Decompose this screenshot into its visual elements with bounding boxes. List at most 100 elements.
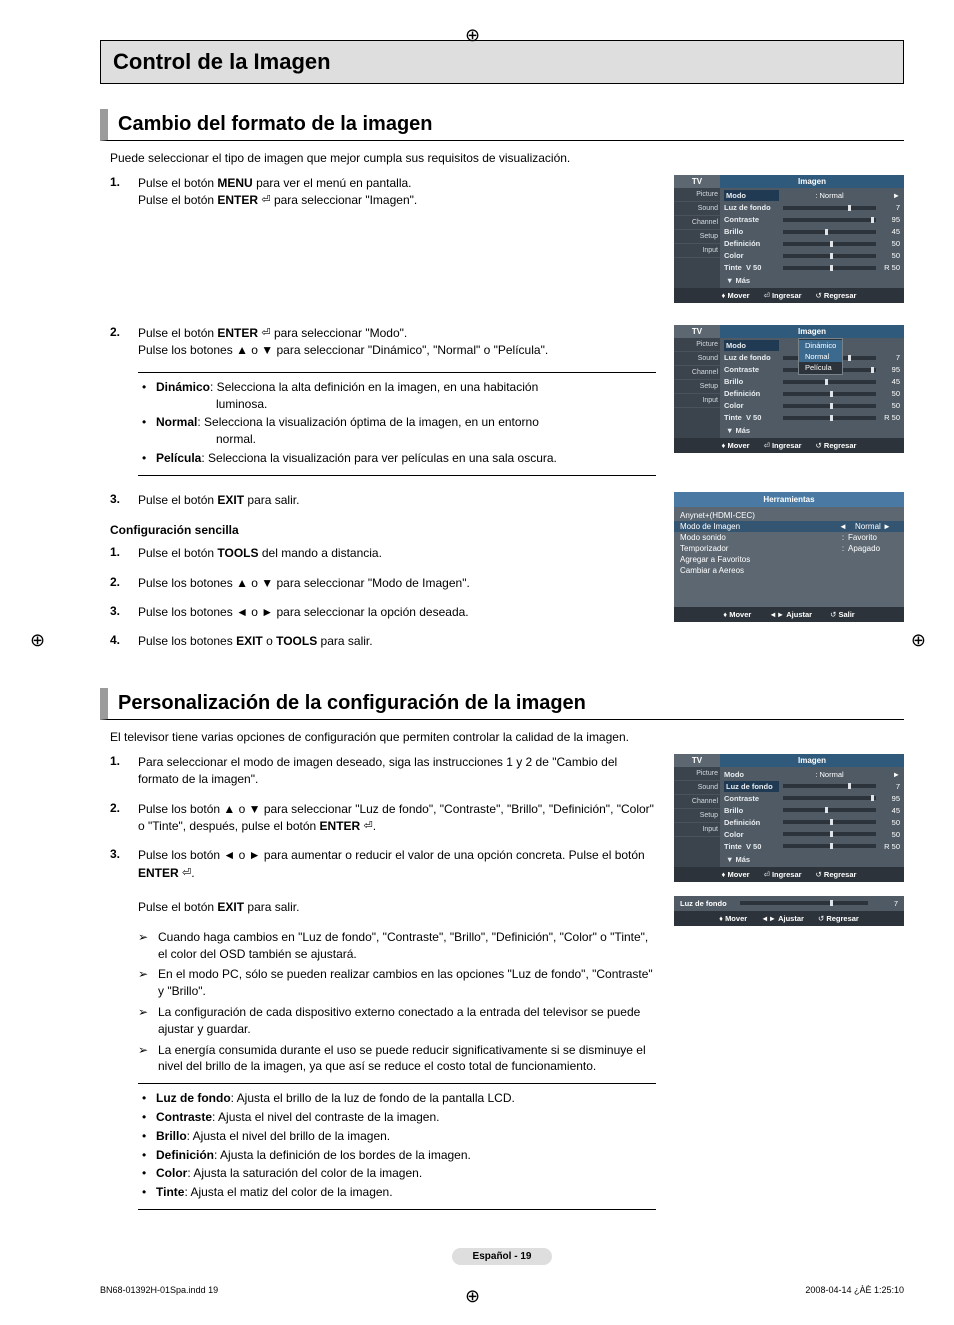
- enter-icon: [261, 326, 270, 340]
- step-number: 1.: [110, 754, 128, 789]
- sidebar-item: Setup: [674, 230, 720, 244]
- osd-slider: [783, 230, 876, 234]
- osd-row-contraste: Contraste: [724, 215, 779, 224]
- sidebar-item: Channel: [674, 216, 720, 230]
- parameter-definitions-box: •Luz de fondo: Ajusta el brillo de la lu…: [138, 1083, 656, 1210]
- dropdown-item: Película: [799, 362, 842, 373]
- note: ➢La configuración de cada dispositivo ex…: [138, 1004, 656, 1038]
- main-title-bar: Control de la Imagen: [100, 40, 904, 84]
- sidebar-item: Channel: [674, 795, 720, 809]
- osd-num: 7: [880, 782, 900, 791]
- osd-slider: [783, 808, 876, 812]
- easy-config-heading: Configuración sencilla: [110, 523, 656, 537]
- step-body: Para seleccionar el modo de imagen desea…: [138, 754, 656, 789]
- note: ➢En el modo PC, sólo se pueden realizar …: [138, 966, 656, 1000]
- osd-slider: [783, 254, 876, 258]
- osd-slider: [783, 242, 876, 246]
- osd-num: 95: [880, 365, 900, 374]
- osd-row-tinte: Tinte V 50: [724, 842, 779, 851]
- step-body: Pulse los botones EXIT o TOOLS para sali…: [138, 633, 656, 650]
- osd-title: Imagen: [720, 175, 904, 188]
- osd-row-contraste: Contraste: [724, 365, 779, 374]
- osd-row-color: Color: [724, 401, 779, 410]
- osd-tools: Herramientas Anynet+(HDMI-CEC) Modo de I…: [674, 492, 904, 622]
- osd-num: 50: [880, 401, 900, 410]
- osd-slider: [783, 820, 876, 824]
- osd-footer: ♦ Mover ⏎ Ingresar ↺ Regresar: [674, 438, 904, 453]
- osd-sidebar: Picture Sound Channel Setup Input: [674, 188, 720, 288]
- osd-num: 95: [880, 794, 900, 803]
- sidebar-item: Input: [674, 394, 720, 408]
- osd-slider: [783, 206, 876, 210]
- osd-num: 50: [880, 239, 900, 248]
- enter-icon: [261, 193, 270, 207]
- osd-row-definicion: Definición: [724, 389, 779, 398]
- osd-value: : Normal: [779, 770, 880, 779]
- osd-row-color: Color: [724, 830, 779, 839]
- registration-mark-icon: ⊕: [30, 630, 45, 651]
- osd-row-tinte: Tinte V 50: [724, 413, 779, 422]
- osd-row-modo: Modo: [724, 770, 779, 779]
- osd-row-color: Color: [724, 251, 779, 260]
- tools-row: Anynet+(HDMI-CEC): [680, 510, 898, 521]
- step-body: Pulse el botón ENTER para seleccionar "M…: [138, 325, 656, 360]
- osd-footer: ♦ Mover ◄► Ajustar ↺ Regresar: [674, 911, 904, 926]
- note: ➢Cuando haga cambios en "Luz de fondo", …: [138, 929, 656, 963]
- step-body: Pulse el botón MENU para ver el menú en …: [138, 175, 656, 210]
- osd-slider-luz: Luz de fondo 7 ♦ Mover ◄► Ajustar ↺ Regr…: [674, 896, 904, 926]
- osd-num: 45: [880, 806, 900, 815]
- main-title: Control de la Imagen: [113, 49, 891, 75]
- sidebar-item: Input: [674, 244, 720, 258]
- registration-mark-icon: ⊕: [911, 630, 926, 651]
- sidebar-item: Sound: [674, 202, 720, 216]
- osd-row-modo: Modo: [724, 340, 779, 351]
- osd-slider: [783, 832, 876, 836]
- osd-mode-dropdown: Dinámico Normal Película: [798, 338, 843, 375]
- osd-slider: [783, 392, 876, 396]
- tools-row-selected: Modo de Imagen◄Normal ►: [674, 521, 904, 532]
- osd-num: 7: [878, 899, 898, 908]
- osd-slider: [783, 380, 876, 384]
- osd-num: 45: [880, 377, 900, 386]
- osd-slider: [783, 266, 876, 270]
- tools-row: Agregar a Favoritos: [680, 554, 898, 565]
- osd-row-definicion: Definición: [724, 239, 779, 248]
- step-body: Pulse los botón ▲ o ▼ para seleccionar "…: [138, 801, 656, 836]
- step-number: 3.: [110, 847, 128, 917]
- osd-num: 95: [880, 215, 900, 224]
- osd-tv-label: TV: [674, 754, 720, 767]
- step-body: Pulse los botones ◄ o ► para seleccionar…: [138, 604, 656, 621]
- step-body: Pulse los botones ▲ o ▼ para seleccionar…: [138, 575, 656, 592]
- osd-row-luz: Luz de fondo: [724, 203, 779, 212]
- sidebar-item: Channel: [674, 366, 720, 380]
- osd-sidebar: Picture Sound Channel Setup Input: [674, 767, 720, 867]
- osd-num: 50: [880, 251, 900, 260]
- tools-row: Temporizador:Apagado: [680, 543, 898, 554]
- osd-title: Imagen: [720, 325, 904, 338]
- dropdown-item: Dinámico: [799, 340, 842, 351]
- osd-footer: ♦ Mover ⏎ Ingresar ↺ Regresar: [674, 867, 904, 882]
- footer-right: 2008-04-14 ¿ÀÈ 1:25:10: [805, 1285, 904, 1295]
- step-body: Pulse el botón TOOLS del mando a distanc…: [138, 545, 656, 562]
- step-number: 4.: [110, 633, 128, 650]
- osd-value: : Normal: [779, 191, 880, 200]
- note: ➢La energía consumida durante el uso se …: [138, 1042, 656, 1076]
- section2-intro: El televisor tiene varias opciones de co…: [100, 730, 904, 744]
- sidebar-item: Sound: [674, 352, 720, 366]
- step-number: 1.: [110, 545, 128, 562]
- osd-num: R 50: [880, 263, 900, 272]
- osd-row-brillo: Brillo: [724, 377, 779, 386]
- osd-row-luz: Luz de fondo: [724, 781, 779, 792]
- footer-left: BN68-01392H-01Spa.indd 19: [100, 1285, 218, 1295]
- osd-slider: [783, 844, 876, 848]
- step-body: Pulse el botón EXIT para salir.: [138, 492, 656, 509]
- page-badge: Español - 19: [452, 1248, 552, 1265]
- osd-more: ▼ Más: [724, 853, 900, 867]
- osd-more: ▼ Más: [724, 274, 900, 288]
- sidebar-item: Input: [674, 823, 720, 837]
- sidebar-item: Picture: [674, 767, 720, 781]
- osd-slider: [783, 218, 876, 222]
- osd-slider: [783, 404, 876, 408]
- osd-num: 50: [880, 818, 900, 827]
- osd-tv-label: TV: [674, 325, 720, 338]
